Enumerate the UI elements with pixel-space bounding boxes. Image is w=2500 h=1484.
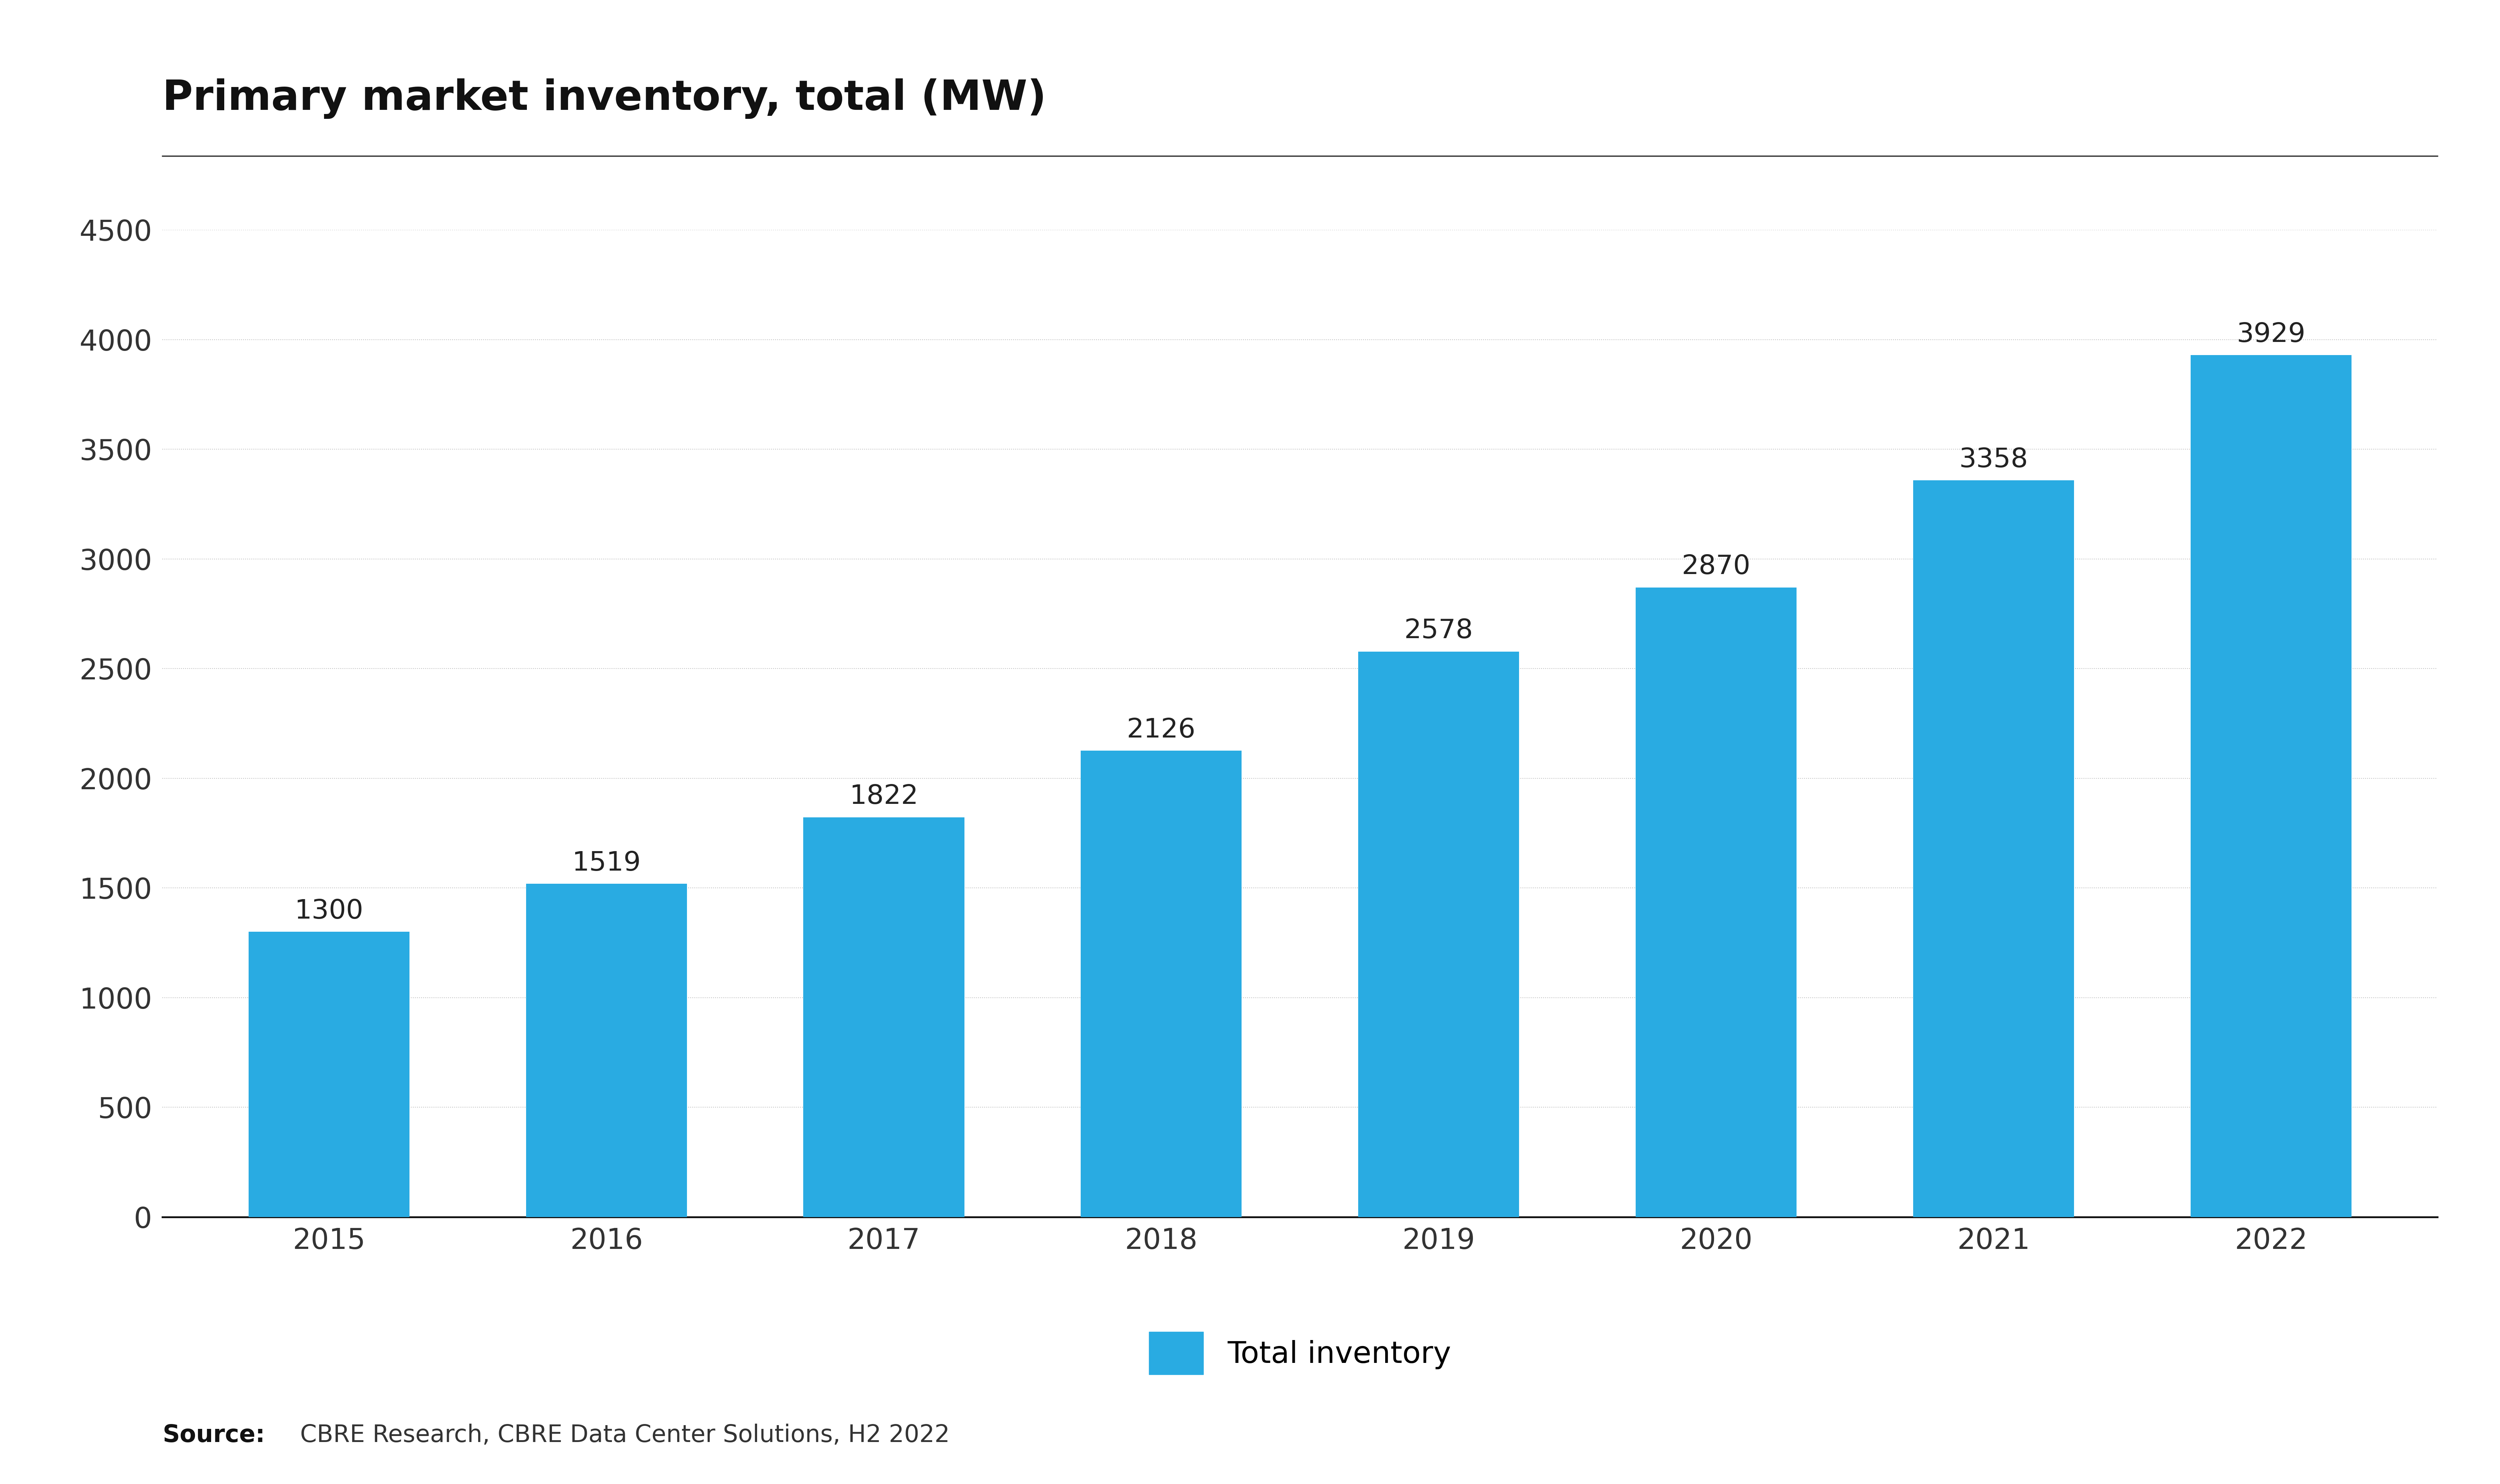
Text: 3929: 3929 [2238,322,2305,347]
Bar [248,932,410,1217]
Bar [1358,651,1520,1217]
Text: 2126: 2126 [1128,717,1195,743]
Bar [1912,481,2075,1217]
Bar [1080,751,1242,1217]
Text: Primary market inventory, total (MW): Primary market inventory, total (MW) [162,79,1048,119]
Text: 1300: 1300 [295,898,362,925]
Legend: Total inventory: Total inventory [1150,1331,1450,1374]
Bar [802,818,965,1217]
Text: 3358: 3358 [1960,447,2027,473]
Text: 2870: 2870 [1682,554,1750,580]
Bar [2190,355,2352,1217]
Text: Source:: Source: [162,1423,265,1447]
Bar [525,884,688,1217]
Bar [1635,588,1797,1217]
Text: 2578: 2578 [1405,617,1472,644]
Text: CBRE Research, CBRE Data Center Solutions, H2 2022: CBRE Research, CBRE Data Center Solution… [292,1423,950,1447]
Text: 1519: 1519 [572,850,640,876]
Text: 1822: 1822 [850,784,917,810]
